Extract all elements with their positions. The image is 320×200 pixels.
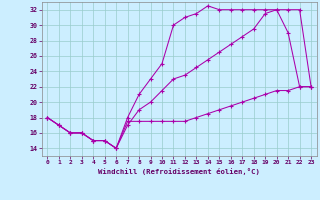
X-axis label: Windchill (Refroidissement éolien,°C): Windchill (Refroidissement éolien,°C) xyxy=(98,168,260,175)
